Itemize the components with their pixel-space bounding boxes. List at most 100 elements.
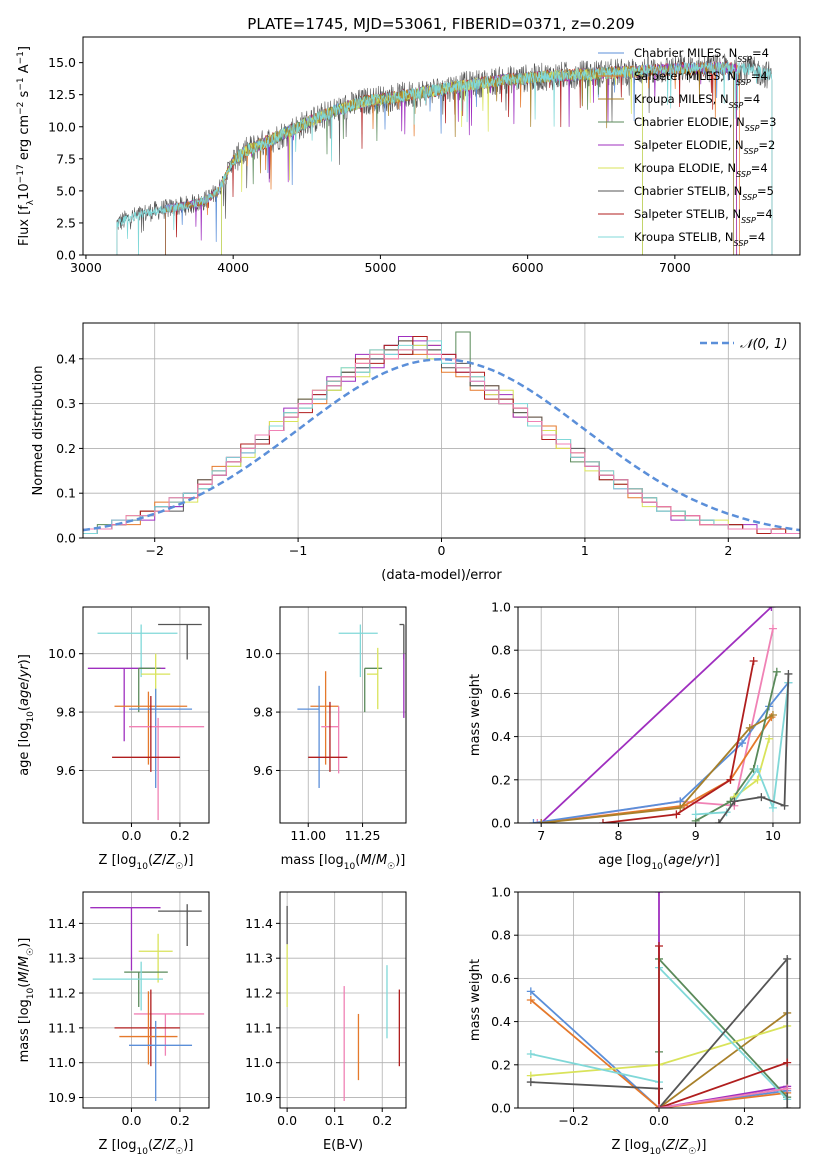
x-tick-label: 9 — [692, 828, 700, 843]
weight-marker — [783, 1084, 792, 1093]
weight-marker — [676, 803, 685, 812]
y-tick-label: 2.5 — [56, 215, 76, 230]
y-tick-label: 0.6 — [491, 686, 511, 701]
weight-marker — [768, 803, 777, 812]
x-tick-label: 3000 — [70, 260, 102, 275]
axes-frame — [82, 891, 210, 1109]
x-tick-label: −2 — [145, 543, 163, 558]
weight-marker — [526, 987, 535, 996]
weight-series-line — [658, 1012, 788, 1108]
spectrum-panel: 3000 4000 5000 6000 7000 0.0 2.5 5.0 7.5 10.0 12.5… — [16, 36, 801, 275]
age-vs-metallicity-panel: 0.0 0.2 9.6 9.8 10.0 Z [log10(Z/Z☉)] age [log1… — [17, 606, 210, 872]
mass-weight-vs-metallicity-panel: −0.2 0.0 0.2 0.0 0.2 0.4 0.6 0.8 1.0 Z [log10(Z/Z… — [468, 885, 801, 1157]
y-axis-label: mass weight — [468, 959, 483, 1041]
normal-distribution-curve — [83, 358, 800, 532]
x-tick-label: 10 — [765, 828, 781, 843]
weight-series — [529, 607, 793, 823]
weight-marker — [529, 819, 538, 823]
weight-marker — [537, 819, 546, 823]
y-tick-label: 0.6 — [491, 971, 511, 986]
axes-frame — [517, 606, 801, 824]
weight-marker — [730, 797, 739, 806]
y-tick-label: 11.0 — [48, 1055, 76, 1070]
y-tick-label: 0.2 — [491, 1057, 511, 1072]
legend-label: Salpeter STELIB, NSSP=4 — [634, 207, 773, 225]
weight-series — [526, 892, 792, 1108]
y-tick-label: 10.9 — [48, 1090, 76, 1105]
weight-marker — [765, 734, 774, 743]
y-tick-label: 1.0 — [491, 600, 511, 615]
y-tick-label: 0.4 — [491, 1014, 511, 1029]
legend-label: Kroupa ELODIE, NSSP=4 — [634, 161, 768, 179]
legend-label: Salpeter ELODIE, NSSP=2 — [634, 138, 775, 156]
y-tick-label: 10.0 — [48, 119, 76, 134]
y-axis-label: mass weight — [468, 674, 483, 756]
x-tick-label: −0.2 — [558, 1113, 588, 1128]
x-tick-label: 7000 — [659, 260, 691, 275]
spectrum-series-line — [116, 61, 773, 255]
spectrum-series-line — [116, 53, 773, 255]
weight-series-line — [530, 999, 788, 1108]
y-tick-label: 9.6 — [253, 763, 273, 778]
weight-series-line — [540, 607, 773, 823]
x-tick-label: 0.2 — [735, 1113, 755, 1128]
weight-series-line — [530, 990, 788, 1108]
weight-marker — [533, 819, 542, 823]
figure-title: PLATE=1745, MJD=53061, FIBERID=0371, z=0… — [247, 15, 634, 33]
x-axis-label: age [log10(age/yr)] — [598, 853, 720, 872]
x-axis-label: (data-model)/error — [381, 568, 502, 583]
y-tick-label: 15.0 — [48, 55, 76, 70]
x-tick-label: 5000 — [364, 260, 396, 275]
y-tick-label: 5.0 — [56, 183, 76, 198]
legend-label: Kroupa MILES, NSSP=4 — [634, 92, 760, 110]
y-tick-label: 0.8 — [491, 928, 511, 943]
x-tick-label: 2 — [724, 543, 732, 558]
x-tick-label: 0.2 — [372, 1113, 392, 1128]
weight-marker — [768, 711, 777, 719]
legend-label: Salpeter MILES, NSSP=4 — [634, 69, 768, 87]
x-axis-label: mass [log10(M/M☉)] — [281, 853, 406, 872]
y-tick-label: 0.0 — [56, 248, 76, 263]
weight-marker — [767, 607, 776, 611]
residuals-panel: −2 −1 0 1 2 0.0 0.1 0.2 0.3 0.4 (data-model)/error… — [31, 322, 801, 583]
x-axis-label: Z [log10(Z/Z☉)] — [99, 853, 194, 872]
x-tick-label: 0.0 — [649, 1113, 669, 1128]
legend-label: Kroupa STELIB, NSSP=4 — [634, 230, 765, 248]
weight-series-line — [695, 671, 778, 822]
x-tick-label: 4000 — [217, 260, 249, 275]
axes-frame — [279, 891, 407, 1109]
y-tick-label: 0.8 — [491, 643, 511, 658]
y-tick-label: 0.0 — [491, 816, 511, 831]
weight-marker — [757, 793, 766, 802]
weight-series-line — [530, 956, 789, 1108]
x-tick-label: 0.0 — [122, 828, 142, 843]
mass-vs-metallicity-panel: 0.0 0.2 10.9 11.0 11.1 11.2 11.3 11.4 Z [log10(Z… — [17, 891, 210, 1157]
y-tick-label: 9.8 — [253, 705, 273, 720]
weight-marker — [783, 1058, 792, 1067]
y-tick-label: 10.9 — [245, 1090, 273, 1105]
y-tick-label: 0.2 — [56, 441, 76, 456]
y-tick-label: 11.3 — [245, 951, 273, 966]
x-tick-label: 0.0 — [277, 1113, 297, 1128]
weight-marker — [726, 775, 735, 784]
weight-series-line — [602, 660, 755, 823]
weight-marker — [768, 624, 777, 633]
y-tick-label: 0.0 — [56, 531, 76, 546]
weight-series-line — [658, 1087, 788, 1108]
x-tick-label: 0.0 — [122, 1113, 142, 1128]
weight-series-line — [658, 946, 788, 1108]
y-tick-label: 0.0 — [491, 1101, 511, 1116]
y-axis-label: age [log10(age/yr)] — [17, 654, 36, 776]
errorbar-series — [297, 623, 405, 788]
errorbar-series — [286, 905, 400, 1102]
y-tick-label: 11.0 — [245, 1055, 273, 1070]
x-tick-label: 0 — [438, 543, 446, 558]
x-tick-label: 7 — [537, 828, 545, 843]
y-tick-label: 11.1 — [48, 1020, 76, 1035]
y-tick-label: 11.2 — [48, 986, 76, 1001]
y-tick-label: 9.6 — [56, 763, 76, 778]
histogram-series — [83, 331, 800, 538]
weight-marker — [784, 669, 793, 678]
x-tick-label: 0.2 — [170, 828, 190, 843]
